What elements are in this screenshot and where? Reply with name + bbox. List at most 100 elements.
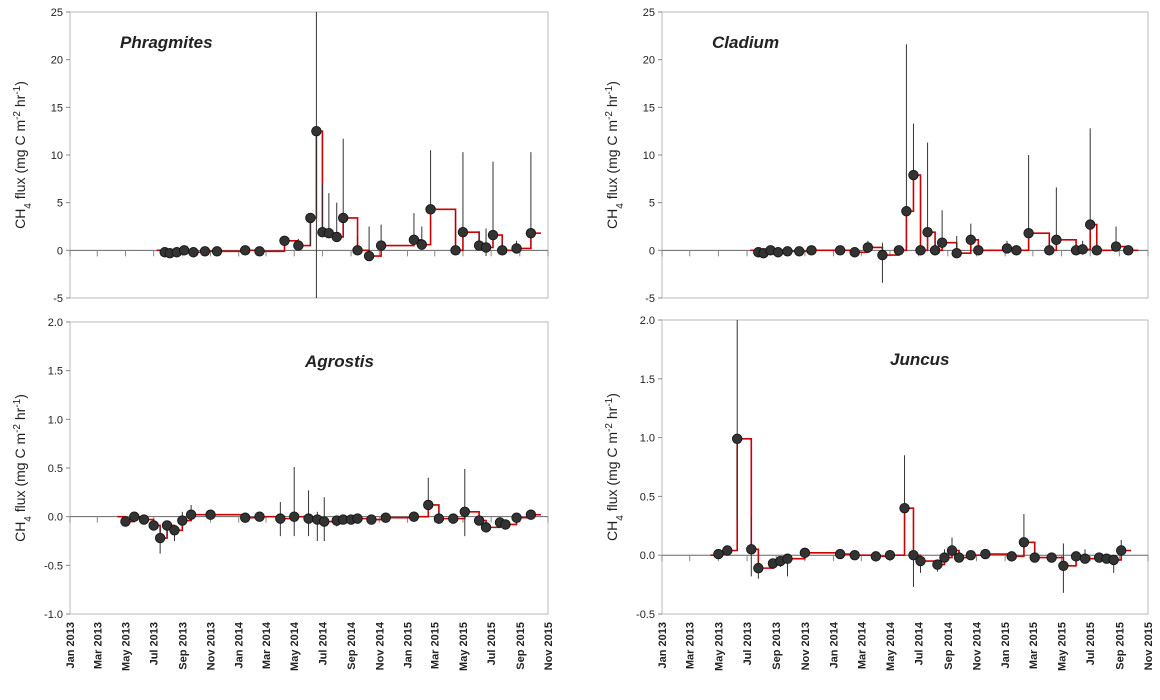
x-tick-label: Mar 2015 [1028,622,1040,669]
x-tick-label: May 2014 [289,621,301,671]
data-point [713,548,724,560]
data-point [199,246,211,257]
data-point [870,551,882,562]
y-axis-label: CH4 flux (mg C m-2 hr-1) [12,81,34,229]
y-tick-label: -0.5 [636,609,655,621]
data-point [211,246,223,257]
data-point [525,509,537,520]
data-point [893,245,905,256]
data-point [782,553,793,564]
data-point [240,245,251,256]
y-tick-label: 0.0 [48,512,63,524]
data-point [138,514,150,525]
x-tick-label: Jan 2013 [657,622,669,668]
data-point [951,247,962,259]
data-point [161,520,173,531]
data-point [936,237,948,248]
x-tick-label: May 2015 [458,622,470,671]
y-tick-label: 0.5 [640,491,655,503]
data-point [416,239,427,250]
data-point [511,243,522,254]
y-axis-label: CH4 flux (mg C m-2 hr-1) [12,394,34,542]
x-tick-label: Nov 2015 [1143,622,1155,670]
y-tick-label: 20 [51,55,63,67]
data-point [289,511,300,522]
data-point [279,235,290,247]
x-tick-label: Nov 2014 [971,621,983,670]
y-axis-label: CH4 flux (mg C m-2 hr-1) [604,81,626,229]
data-point [511,512,522,523]
data-point [375,240,387,251]
data-point [932,559,943,570]
data-point [1116,545,1127,556]
data-point [1084,219,1096,230]
data-point [901,206,912,217]
data-point [380,512,391,523]
x-tick-label: May 2013 [713,622,725,671]
x-tick-label: Mar 2013 [92,622,104,669]
y-tick-label: 0.5 [48,463,63,475]
data-point [303,513,314,524]
y-tick-label: 20 [643,55,655,67]
plot-frame [661,319,1149,615]
data-point [849,550,860,561]
data-point [338,212,349,224]
data-point [965,234,977,246]
x-tick-label: Jul 2015 [486,622,498,665]
data-point [732,433,743,444]
chart-title: Juncus [890,350,950,369]
data-point [884,550,896,561]
data-point [408,234,420,246]
data-point [457,227,469,238]
x-tick-label: Jan 2015 [1000,622,1012,668]
data-point [1018,537,1030,548]
data-point [1123,245,1134,256]
x-tick-label: Jan 2014 [829,621,841,668]
y-axis-label: CH4 flux (mg C m-2 hr-1) [604,393,626,541]
data-point [480,522,492,533]
chart-panel-agrostis: -1.0 -0.5 0.0 0.5 1.0 1.5 2.0 Jan 2013 Mar 2013 M… [12,317,556,671]
data-marks [710,320,1132,593]
data-point [877,249,888,261]
model-step-line [710,437,1132,569]
data-point [908,169,919,181]
x-tick-label: Jul 2013 [742,622,754,665]
data-point [1079,553,1091,564]
data-point [929,245,941,256]
data-point [254,246,265,257]
y-tick-label: -0.5 [44,560,63,572]
data-point [487,229,499,241]
y-tick-label: 0 [57,245,63,257]
data-point [120,516,131,527]
x-tick-label: May 2014 [885,621,897,671]
x-tick-label: Nov 2015 [543,622,555,670]
x-tick-label: May 2015 [1057,622,1069,671]
data-point [980,548,991,560]
chart-panel-juncus: -0.5 0.0 0.5 1.0 1.5 2.0 Jan 2013 Mar 2013 May 2… [604,315,1156,671]
x-tick-label: Jul 2015 [1085,622,1097,665]
data-point [915,245,926,256]
chart-panel-cladium: -5 0 5 10 15 20 25 CH4 flux (mg C m-2 hr-1) Clad… [604,7,1149,305]
data-point [352,513,363,524]
data-point [1077,244,1088,255]
x-tick-label: Sep 2014 [346,621,358,670]
x-tick-label: Sep 2015 [1114,622,1126,670]
x-tick-label: Mar 2014 [856,621,868,669]
data-point [480,242,492,253]
x-tick-label: Nov 2014 [374,621,386,670]
data-point [148,520,159,531]
chart-title: Agrostis [304,352,374,371]
y-tick-label: 2.0 [48,317,63,329]
data-point [834,548,846,560]
y-tick-label: 5 [649,198,655,210]
x-tick-label: Jul 2013 [149,622,161,665]
data-point [352,245,363,256]
x-tick-label: May 2013 [120,622,132,671]
data-point [946,545,958,556]
data-point [753,562,764,574]
data-point [722,545,733,556]
data-point [834,245,846,256]
data-point [806,245,817,256]
data-marks [750,44,1139,283]
